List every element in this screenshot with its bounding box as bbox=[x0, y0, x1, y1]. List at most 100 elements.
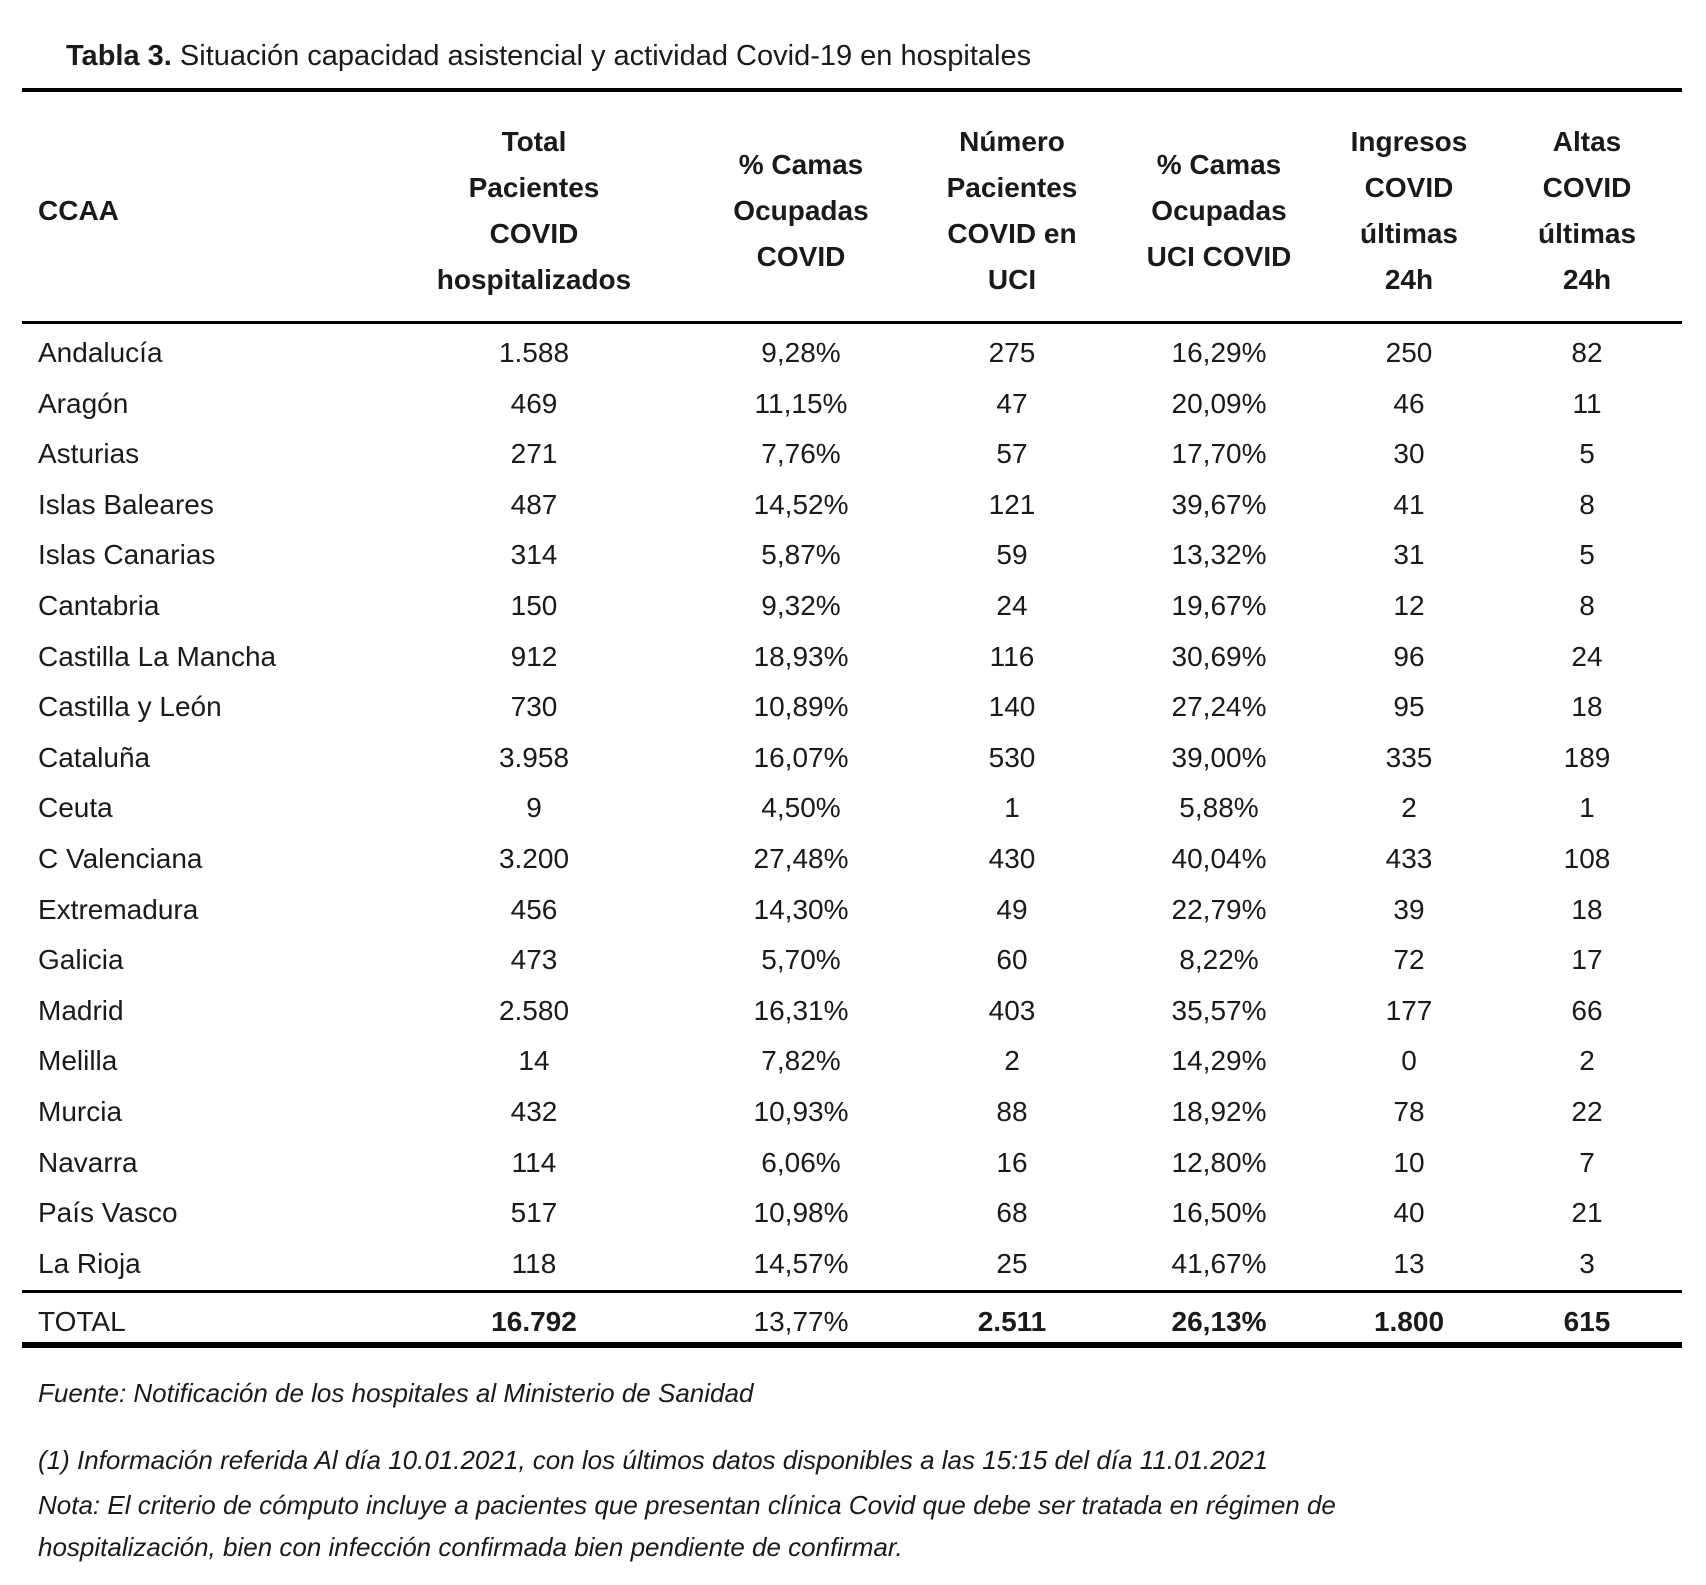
table-number: Tabla 3. bbox=[66, 40, 172, 72]
table-cell: 116 bbox=[989, 640, 1035, 672]
table-cell: 3.958 bbox=[498, 741, 570, 773]
table-cell: 27,48% bbox=[753, 843, 849, 874]
nota-line-1: Nota: El criterio de cómputo incluye a p… bbox=[38, 1490, 1336, 1520]
column-header-line: Número bbox=[959, 126, 1065, 157]
table-cell: 2.580 bbox=[498, 994, 570, 1026]
region-name: Navarra bbox=[38, 1146, 138, 1178]
table-cell: 39,67% bbox=[1171, 488, 1267, 520]
total-cell: 26,13% bbox=[1171, 1306, 1267, 1337]
table-cell: 314 bbox=[510, 539, 558, 571]
table-cell: 7 bbox=[1579, 1146, 1595, 1178]
table-cell: 18,93% bbox=[753, 640, 849, 672]
table-row: C Valenciana 3.200 27,48% 430 40,04% 433 108 bbox=[0, 834, 1706, 884]
table-cell: 469 bbox=[510, 387, 558, 419]
table-cell: 108 bbox=[1563, 843, 1611, 874]
table-cell: 1.588 bbox=[498, 337, 570, 368]
table-cell: 20,09% bbox=[1171, 387, 1267, 419]
table-cell: 16,29% bbox=[1171, 337, 1267, 368]
table-cell: 14,57% bbox=[753, 1247, 849, 1279]
column-header: Altas COVID últimas 24h bbox=[1487, 105, 1687, 317]
table-cell: 17,70% bbox=[1171, 438, 1267, 470]
table-cell: 271 bbox=[510, 438, 558, 470]
region-name: País Vasco bbox=[38, 1197, 178, 1229]
table-cell: 275 bbox=[988, 337, 1036, 368]
table-cell: 9 bbox=[526, 792, 542, 824]
table-cell: 47 bbox=[996, 387, 1028, 419]
table-cell: 9,32% bbox=[761, 590, 841, 621]
table-cell: 95 bbox=[1393, 691, 1425, 723]
table-cell: 487 bbox=[510, 488, 558, 520]
table-cell: 10,98% bbox=[753, 1197, 849, 1229]
table-cell: 10 bbox=[1393, 1146, 1425, 1178]
column-header: % Camas Ocupadas COVID bbox=[701, 105, 901, 317]
region-name: Castilla La Mancha bbox=[38, 640, 277, 672]
column-header-line: % Camas bbox=[738, 149, 864, 180]
table-cell: 432 bbox=[510, 1096, 558, 1127]
table-cell: 912 bbox=[510, 640, 558, 672]
column-header-line: Ocupadas bbox=[1151, 195, 1287, 226]
table-cell: 41 bbox=[1393, 488, 1425, 520]
table-cell: 82 bbox=[1571, 337, 1603, 368]
table-cell: 2 bbox=[1004, 1045, 1020, 1077]
table-row: Ceuta 9 4,50% 1 5,88% 2 1 bbox=[0, 783, 1706, 833]
table-cell: 3 bbox=[1579, 1247, 1595, 1279]
column-header-line: COVID bbox=[1364, 172, 1454, 203]
table-cell: 14,29% bbox=[1171, 1045, 1267, 1077]
table-row: Islas Baleares 487 14,52% 121 39,67% 41 8 bbox=[0, 480, 1706, 530]
table-row: Galicia 473 5,70% 60 8,22% 72 17 bbox=[0, 935, 1706, 985]
table-cell: 59 bbox=[996, 539, 1028, 571]
column-header-line: Ocupadas bbox=[733, 195, 869, 226]
table-cell: 72 bbox=[1393, 944, 1425, 976]
column-header-line: Ingresos bbox=[1350, 126, 1468, 157]
column-header-line: CCAA bbox=[38, 195, 119, 226]
table-cell: 25 bbox=[996, 1247, 1028, 1279]
table-cell: 18 bbox=[1571, 691, 1603, 723]
column-header-line: Altas bbox=[1552, 126, 1622, 157]
column-header-line: COVID bbox=[756, 241, 846, 272]
table-cell: 5 bbox=[1579, 539, 1595, 571]
column-header-line: hospitalizados bbox=[436, 264, 632, 295]
table-cell: 13,32% bbox=[1171, 539, 1267, 571]
column-header: % Camas Ocupadas UCI COVID bbox=[1109, 105, 1329, 317]
table-cell: 11 bbox=[1572, 387, 1602, 419]
table-row: Asturias 271 7,76% 57 17,70% 30 5 bbox=[0, 429, 1706, 479]
region-name: Melilla bbox=[38, 1045, 118, 1077]
column-header-line: COVID bbox=[489, 218, 579, 249]
table-row: Castilla y León 730 10,89% 140 27,24% 95 18 bbox=[0, 682, 1706, 732]
table-row: La Rioja 118 14,57% 25 41,67% 13 3 bbox=[0, 1239, 1706, 1289]
table-cell: 140 bbox=[988, 691, 1036, 723]
table-cell: 430 bbox=[988, 843, 1036, 874]
table-row: Aragón 469 11,15% 47 20,09% 46 11 bbox=[0, 379, 1706, 429]
table-cell: 4,50% bbox=[761, 792, 841, 824]
table-cell: 16 bbox=[996, 1146, 1028, 1178]
total-rule bbox=[22, 1290, 1682, 1293]
region-name: Murcia bbox=[38, 1096, 123, 1127]
table-caption: Situación capacidad asistencial y activi… bbox=[179, 40, 1032, 72]
nota-line-2: hospitalización, bien con infección conf… bbox=[38, 1532, 903, 1562]
footnote-1: (1) Información referida Al día 10.01.20… bbox=[38, 1445, 1268, 1475]
region-name: Madrid bbox=[38, 994, 124, 1026]
table-cell: 39,00% bbox=[1171, 741, 1267, 773]
table-cell: 16,50% bbox=[1171, 1197, 1267, 1229]
table-cell: 433 bbox=[1385, 843, 1433, 874]
column-header-line: COVID bbox=[1542, 172, 1632, 203]
table-cell: 118 bbox=[511, 1247, 557, 1279]
column-header-line: % Camas bbox=[1156, 149, 1282, 180]
table-cell: 8 bbox=[1579, 590, 1595, 621]
table-cell: 18 bbox=[1571, 893, 1603, 925]
table-cell: 9,28% bbox=[761, 337, 841, 368]
table-cell: 14,52% bbox=[753, 488, 849, 520]
table-row: Andalucía 1.588 9,28% 275 16,29% 250 82 bbox=[0, 328, 1706, 378]
table-cell: 0 bbox=[1401, 1045, 1417, 1077]
table-cell: 250 bbox=[1385, 337, 1433, 368]
table-cell: 30 bbox=[1393, 438, 1425, 470]
total-cell: 1.800 bbox=[1373, 1306, 1445, 1337]
column-header: CCAA bbox=[38, 105, 338, 317]
table-row: Murcia 432 10,93% 88 18,92% 78 22 bbox=[0, 1087, 1706, 1137]
table-cell: 66 bbox=[1571, 994, 1603, 1026]
column-header: Ingresos COVID últimas 24h bbox=[1309, 105, 1509, 317]
table-cell: 5,70% bbox=[761, 944, 841, 976]
table-cell: 16,07% bbox=[753, 741, 849, 773]
table-cell: 8 bbox=[1579, 488, 1595, 520]
table-cell: 2 bbox=[1579, 1045, 1595, 1077]
